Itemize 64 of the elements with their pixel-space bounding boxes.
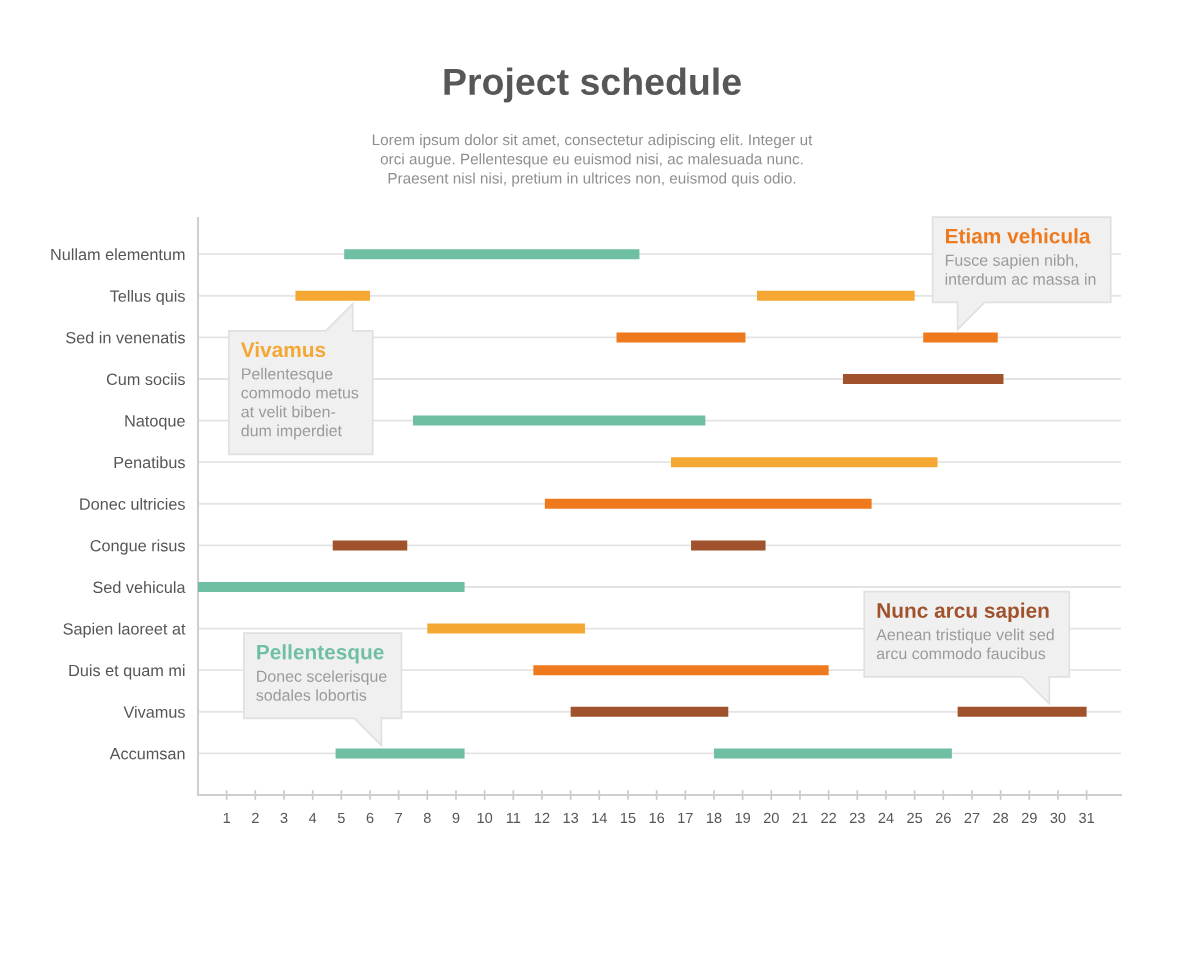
x-tick-label: 20 — [763, 812, 779, 824]
x-tick-label: 4 — [308, 812, 317, 823]
x-tick-label: 16 — [649, 812, 665, 824]
x-tick-label: 3 — [280, 812, 288, 824]
y-tick-label: Sapien laoreet at — [63, 622, 186, 638]
y-tick-label: Donec ultricies — [80, 497, 185, 510]
bar — [427, 623, 585, 634]
bar — [691, 540, 766, 551]
bar — [533, 665, 829, 676]
y-tick-label: Duis et quam mi — [69, 664, 185, 680]
x-tick-label: 1 — [223, 812, 231, 823]
x-tick-label: 25 — [907, 812, 923, 824]
y-tick-label: Tellus quis — [110, 289, 185, 306]
annotation: Vivamus Pellentesque commodo metus at velit biben- dum imperdiet — [240, 341, 359, 440]
x-tick-label: 6 — [366, 812, 374, 824]
annotation: Pellentesque Donec scelerisque sodales lobortis — [256, 644, 387, 701]
y-tick-label: Natoque — [125, 415, 185, 430]
x-tick-label: 31 — [1079, 812, 1094, 824]
x-tick-label: 13 — [563, 812, 579, 824]
x-tick-label: 21 — [792, 812, 808, 823]
chart-title: Project schedule — [444, 67, 741, 103]
bar — [670, 457, 938, 468]
annotation: Nunc arcu sapien Aenean tristique velit sed arcu commodo faucibus — [876, 602, 1054, 660]
x-tick-label: 29 — [1021, 812, 1037, 824]
x-tick-label: 27 — [964, 812, 980, 823]
chart-subtitle: Lorem ipsum dolor sit amet, consectetur adipiscing elit. Integer ut orci augue. Pellentesque eu euismod nisi, ac malesuada nunc. Praesent nisl nisi, pretium in ultrices non, euismod quis odio. — [372, 134, 813, 187]
y-tick-label: Accumsan — [109, 748, 185, 760]
y-tick-label: Penatibus — [114, 456, 185, 469]
bar — [295, 290, 370, 301]
x-tick-label: 14 — [592, 812, 607, 823]
x-tick-label: 11 — [506, 812, 521, 823]
bar — [544, 498, 872, 509]
x-tick-label: 30 — [1050, 812, 1066, 824]
x-tick-label: 10 — [477, 812, 493, 824]
bar — [923, 332, 998, 343]
x-tick-label: 19 — [735, 812, 751, 824]
x-tick-label: 9 — [452, 812, 460, 824]
x-tick-label: 23 — [849, 812, 865, 824]
bar — [756, 290, 915, 301]
x-tick-label: 28 — [993, 812, 1009, 824]
bar — [412, 415, 706, 426]
y-tick-label: Vivamus — [123, 705, 185, 718]
annotation: Etiam vehicula Fusce sapien nibh, interdum ac massa in — [945, 228, 1096, 285]
bar — [616, 332, 746, 343]
x-tick-label: 2 — [252, 812, 259, 823]
x-tick-label: 17 — [678, 812, 693, 823]
bar — [198, 582, 465, 592]
x-tick-label: 15 — [620, 812, 636, 824]
x-tick-label: 26 — [935, 812, 951, 824]
y-tick-label: Nullam elementum — [51, 248, 185, 261]
bar — [335, 748, 465, 759]
x-tick-label: 22 — [821, 812, 836, 823]
x-tick-label: 8 — [423, 812, 431, 824]
y-tick-label: Congue risus — [90, 539, 185, 555]
x-tick-label: 5 — [337, 812, 345, 824]
x-tick-label: 7 — [395, 812, 402, 823]
bar — [957, 706, 1087, 717]
bar — [344, 249, 640, 260]
y-tick-label: Cum sociis — [106, 373, 185, 386]
x-tick-label: 18 — [706, 812, 722, 824]
x-tick-label: 24 — [878, 812, 894, 823]
y-tick-label: Sed vehicula — [93, 581, 186, 594]
x-tick-label: 12 — [534, 812, 550, 823]
y-tick-label: Sed in venenatis — [66, 331, 185, 344]
